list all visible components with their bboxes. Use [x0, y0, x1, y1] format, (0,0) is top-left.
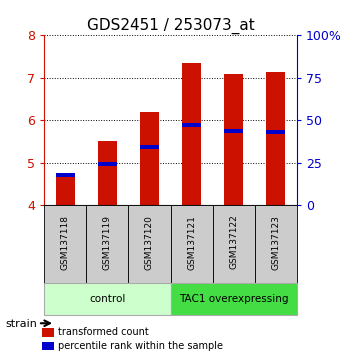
Text: GSM137121: GSM137121: [187, 215, 196, 269]
Bar: [170, 205, 212, 283]
Text: GSM137119: GSM137119: [103, 215, 112, 270]
Bar: [44, 205, 86, 283]
Text: control: control: [89, 294, 125, 304]
Text: GSM137123: GSM137123: [271, 215, 280, 269]
Text: GSM137122: GSM137122: [229, 215, 238, 269]
Text: percentile rank within the sample: percentile rank within the sample: [58, 341, 223, 351]
Bar: [44, 283, 170, 315]
Bar: [129, 205, 170, 283]
Bar: [182, 123, 201, 126]
Bar: [182, 63, 201, 205]
Bar: [86, 205, 129, 283]
Bar: [42, 329, 54, 337]
Bar: [224, 74, 243, 205]
Text: strain: strain: [5, 319, 37, 329]
Bar: [224, 129, 243, 133]
Bar: [98, 141, 117, 205]
Text: transformed count: transformed count: [58, 327, 149, 337]
Bar: [98, 162, 117, 166]
Bar: [56, 173, 75, 177]
Text: GSM137120: GSM137120: [145, 215, 154, 269]
Title: GDS2451 / 253073_at: GDS2451 / 253073_at: [87, 18, 254, 34]
Bar: [255, 205, 297, 283]
Bar: [212, 205, 255, 283]
Text: GSM137118: GSM137118: [61, 215, 70, 270]
Bar: [266, 72, 285, 205]
Bar: [266, 130, 285, 134]
Bar: [140, 145, 159, 149]
Text: TAC1 overexpressing: TAC1 overexpressing: [179, 294, 288, 304]
Bar: [42, 342, 54, 350]
Bar: [170, 283, 297, 315]
Bar: [56, 174, 75, 205]
Bar: [140, 112, 159, 205]
